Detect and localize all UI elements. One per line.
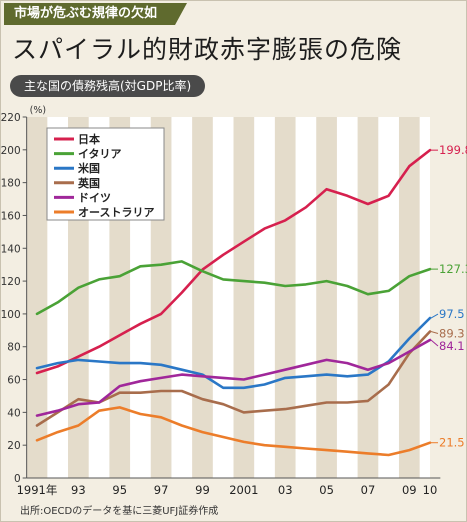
end-label-leader: [430, 330, 439, 334]
year-stripe: [357, 117, 379, 478]
series-line: [35, 406, 432, 457]
year-stripe: [398, 117, 420, 478]
series-line: [35, 338, 432, 417]
y-tick-label: 120: [1, 276, 21, 288]
section-tag: 市場が危ぶむ規律の欠如: [4, 3, 187, 25]
end-label-leader: [430, 313, 439, 319]
x-tick-label: 95: [112, 483, 127, 497]
y-tick-label: 100: [1, 309, 21, 321]
legend-label: オーストラリア: [78, 206, 154, 219]
x-tick-label: 09: [402, 483, 417, 497]
legend-label: 英国: [77, 176, 100, 190]
year-stripe: [192, 117, 213, 478]
x-tick-label: 03: [278, 483, 293, 497]
legend-label: 日本: [78, 132, 100, 146]
legend-label: ドイツ: [78, 191, 111, 204]
end-label: 21.5: [439, 436, 465, 450]
end-label: 97.5: [439, 307, 465, 321]
y-tick-label: 200: [1, 145, 21, 157]
y-tick-label: 160: [1, 210, 21, 222]
x-tick-label: 2001: [229, 483, 258, 497]
y-tick-label: 220: [1, 112, 21, 124]
year-stripe: [274, 117, 296, 478]
year-stripe: [233, 117, 255, 478]
series-line: [35, 316, 432, 390]
series-line: [35, 148, 432, 375]
y-tick-label: 40: [7, 407, 20, 419]
end-label: 89.3: [439, 326, 465, 340]
y-unit-label: (%): [30, 105, 46, 116]
end-label-leader: [430, 339, 439, 347]
x-tick-label: 99: [195, 483, 210, 497]
year-stripe: [316, 117, 337, 478]
legend-box: [46, 127, 165, 221]
x-tick-label: 1991年: [17, 483, 58, 497]
legend-label: イタリア: [78, 148, 122, 161]
y-tick-label: 140: [1, 243, 21, 255]
x-tick-label: 10: [423, 483, 438, 497]
y-tick-label: 0: [14, 473, 21, 485]
end-label: 127.3: [439, 262, 467, 276]
x-tick-label: 93: [71, 483, 86, 497]
y-tick-label: 180: [1, 178, 21, 190]
source-note: 出所:OECDのデータを基に三菱UFJ証券作成: [20, 506, 219, 517]
legend-label: 米国: [77, 161, 100, 175]
end-label: 199.8: [439, 143, 467, 157]
x-tick-label: 97: [154, 483, 169, 497]
y-tick-label: 60: [7, 375, 20, 387]
series-line: [35, 260, 432, 316]
headline: スパイラル的財政赤字膨張の危険: [12, 35, 403, 64]
x-tick-label: 05: [319, 483, 334, 497]
year-stripe: [26, 117, 48, 478]
x-tick-label: 07: [361, 483, 376, 497]
end-label: 84.1: [439, 339, 465, 353]
y-tick-label: 80: [7, 342, 20, 354]
chart-title: 主な国の債務残高(対GDP比率): [10, 75, 206, 97]
y-tick-label: 20: [7, 440, 20, 452]
